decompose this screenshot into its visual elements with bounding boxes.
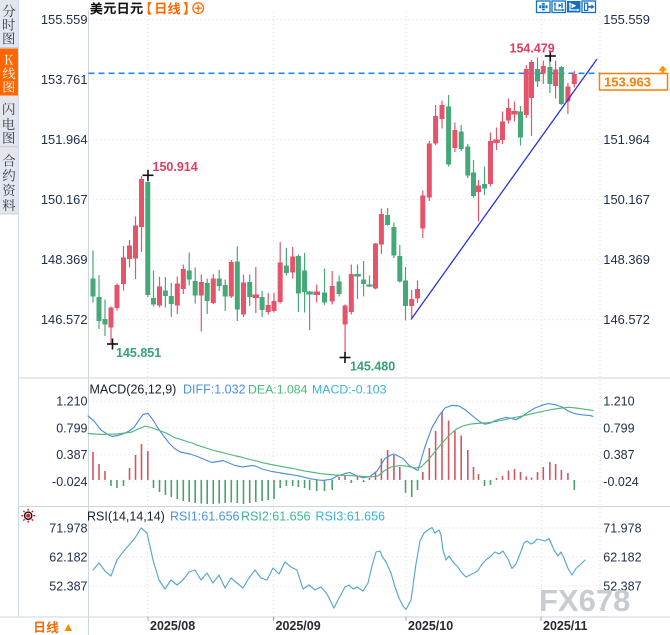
svg-text:1.210: 1.210	[603, 395, 634, 409]
svg-text:71.978: 71.978	[49, 521, 87, 535]
svg-text:146.572: 146.572	[41, 312, 88, 327]
svg-text:145.480: 145.480	[350, 360, 395, 374]
svg-text:FX678: FX678	[539, 583, 630, 618]
svg-text:145.851: 145.851	[116, 346, 161, 360]
svg-text:2025/11: 2025/11	[543, 619, 588, 633]
svg-text:148.369: 148.369	[603, 252, 650, 267]
svg-text:153.963: 153.963	[604, 75, 651, 90]
svg-text:-0.024: -0.024	[603, 475, 638, 489]
svg-text:71.978: 71.978	[603, 521, 641, 535]
svg-text:153.761: 153.761	[41, 72, 88, 87]
svg-text:RSI3:61.656: RSI3:61.656	[316, 510, 386, 524]
svg-text:2025/09: 2025/09	[276, 619, 321, 633]
svg-text:148.369: 148.369	[41, 252, 88, 267]
svg-text:2025/08: 2025/08	[150, 619, 195, 633]
svg-text:2025/10: 2025/10	[408, 619, 453, 633]
svg-text:DIFF:1.032: DIFF:1.032	[183, 383, 246, 397]
svg-text:52.387: 52.387	[49, 579, 87, 593]
svg-text:MACD(26,12,9): MACD(26,12,9)	[90, 383, 177, 397]
svg-text:1.210: 1.210	[56, 395, 87, 409]
svg-text:62.182: 62.182	[49, 550, 87, 564]
svg-text:RSI1:61.656: RSI1:61.656	[170, 510, 240, 524]
svg-text:62.182: 62.182	[603, 550, 641, 564]
svg-text:151.964: 151.964	[603, 132, 650, 147]
svg-text:155.559: 155.559	[603, 12, 650, 27]
svg-text:MACD:-0.103: MACD:-0.103	[312, 383, 387, 397]
svg-text:0.387: 0.387	[56, 448, 87, 462]
svg-text:DEA:1.084: DEA:1.084	[248, 383, 308, 397]
svg-text:150.167: 150.167	[41, 192, 88, 207]
svg-text:150.167: 150.167	[603, 192, 650, 207]
svg-text:150.914: 150.914	[153, 160, 198, 174]
svg-text:RSI2:61.656: RSI2:61.656	[241, 510, 311, 524]
svg-text:52.387: 52.387	[603, 579, 641, 593]
svg-text:151.964: 151.964	[41, 132, 88, 147]
svg-text:0.799: 0.799	[56, 421, 87, 435]
svg-text:154.479: 154.479	[510, 42, 555, 56]
svg-text:155.559: 155.559	[41, 12, 88, 27]
svg-text:0.799: 0.799	[603, 421, 634, 435]
svg-text:RSI(14,14,14): RSI(14,14,14)	[87, 510, 165, 524]
svg-text:-0.024: -0.024	[52, 475, 87, 489]
svg-text:146.572: 146.572	[603, 312, 650, 327]
svg-text:0.387: 0.387	[603, 448, 634, 462]
